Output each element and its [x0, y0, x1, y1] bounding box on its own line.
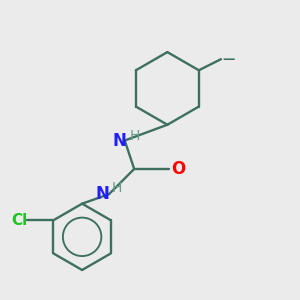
Text: N: N: [96, 185, 110, 203]
Text: H: H: [130, 129, 140, 143]
Text: N: N: [112, 131, 126, 149]
Text: H: H: [112, 181, 122, 195]
Text: —: —: [223, 53, 235, 66]
Text: O: O: [171, 160, 185, 178]
Text: Cl: Cl: [11, 213, 28, 228]
